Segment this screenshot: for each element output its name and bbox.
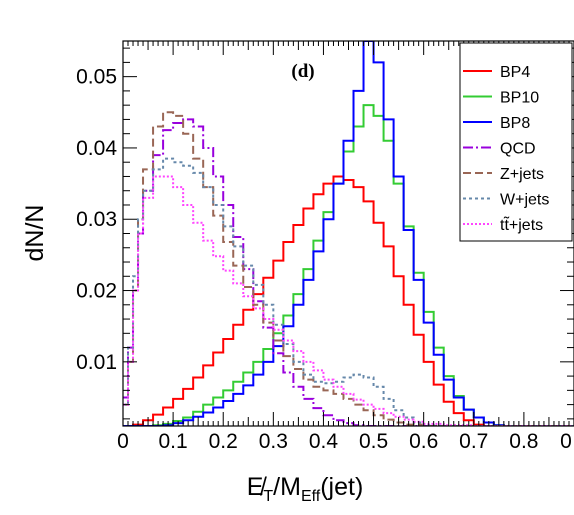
series-line-0 — [123, 175, 574, 426]
legend-label: QCD — [500, 141, 536, 158]
y-tick-label: 0.05 — [76, 66, 117, 89]
x-axis-title-sub2: Eff — [301, 488, 321, 505]
legend-label: BP4 — [500, 64, 530, 81]
x-axis-title-sub1: T — [263, 488, 273, 505]
x-axis-title-mid: /M — [273, 473, 301, 501]
legend-label: W+jets — [500, 192, 549, 209]
series-line-4 — [123, 111, 574, 426]
x-tick-label: 0 — [560, 430, 572, 453]
legend-entry-6: tt̃+jets — [463, 215, 543, 234]
x-tick-label: 0.2 — [209, 430, 238, 453]
x-tick-label: 0.4 — [309, 430, 339, 453]
series-line-1 — [123, 104, 574, 426]
x-tick-label: 0.7 — [459, 430, 488, 453]
series-line-6 — [123, 175, 574, 426]
legend-label: tt̃+jets — [500, 215, 543, 234]
x-tick-label: 0 — [117, 430, 129, 453]
legend-entry-5: W+jets — [463, 192, 549, 209]
series-line-5 — [123, 157, 574, 426]
legend-label: BP8 — [500, 115, 530, 132]
x-axis-title-end: (jet) — [320, 473, 363, 501]
y-tick-label: 0.02 — [76, 280, 117, 303]
legend-entry-0: BP4 — [463, 64, 530, 81]
x-tick-label: 0.5 — [359, 430, 388, 453]
y-tick-label: 0.01 — [76, 351, 117, 374]
series-line-2 — [123, 41, 574, 426]
x-axis-title-main: E̸ — [247, 473, 268, 501]
x-axis-title: E̸T/MEff(jet) — [247, 473, 364, 505]
legend-entry-3: QCD — [463, 141, 536, 158]
legend-entry-2: BP8 — [463, 115, 530, 132]
x-tick-label: 0.6 — [409, 430, 438, 453]
y-tick-label: 0.03 — [76, 208, 117, 231]
legend-entry-1: BP10 — [463, 90, 539, 107]
series-layer — [123, 41, 574, 426]
y-axis-title: dN/N — [21, 205, 49, 262]
legend-box — [459, 42, 573, 242]
y-tick-label: 0.04 — [76, 137, 117, 160]
legend: BP4 BP10 BP8 QCD Z+jets W+jets tt̃+jets — [459, 42, 573, 242]
legend-entry-4: Z+jets — [463, 166, 544, 183]
panel-label: (d) — [291, 61, 314, 82]
x-tick-label: 0.1 — [159, 430, 188, 453]
legend-label: Z+jets — [500, 166, 544, 183]
x-tick-label: 0.3 — [259, 430, 288, 453]
x-tick-label: 0.8 — [509, 430, 538, 453]
tick-labels: 0 0.1 0.2 0.3 0.4 0.5 0.6 0.7 0.8 0 0.01 0.02 0.03 0.… — [76, 66, 572, 453]
legend-label: BP10 — [500, 90, 539, 107]
